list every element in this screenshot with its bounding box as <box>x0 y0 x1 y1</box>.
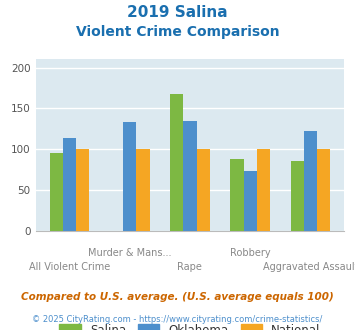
Text: Rape: Rape <box>178 262 202 272</box>
Legend: Salina, Oklahoma, National: Salina, Oklahoma, National <box>55 319 325 330</box>
Text: Murder & Mans...: Murder & Mans... <box>88 248 171 258</box>
Bar <box>257 149 270 231</box>
Bar <box>304 131 317 231</box>
Bar <box>123 122 136 231</box>
Bar <box>50 153 63 231</box>
Bar <box>244 171 257 231</box>
Bar <box>183 121 197 231</box>
Bar <box>63 138 76 231</box>
Text: Compared to U.S. average. (U.S. average equals 100): Compared to U.S. average. (U.S. average … <box>21 292 334 302</box>
Bar <box>230 159 244 231</box>
Bar <box>197 149 210 231</box>
Text: © 2025 CityRating.com - https://www.cityrating.com/crime-statistics/: © 2025 CityRating.com - https://www.city… <box>32 315 323 324</box>
Text: Violent Crime Comparison: Violent Crime Comparison <box>76 25 279 39</box>
Text: Aggravated Assault: Aggravated Assault <box>263 262 355 272</box>
Bar <box>290 161 304 231</box>
Text: 2019 Salina: 2019 Salina <box>127 5 228 20</box>
Bar <box>136 149 149 231</box>
Text: All Violent Crime: All Violent Crime <box>29 262 110 272</box>
Bar <box>170 94 183 231</box>
Bar <box>76 149 89 231</box>
Bar <box>317 149 330 231</box>
Text: Robbery: Robbery <box>230 248 271 258</box>
